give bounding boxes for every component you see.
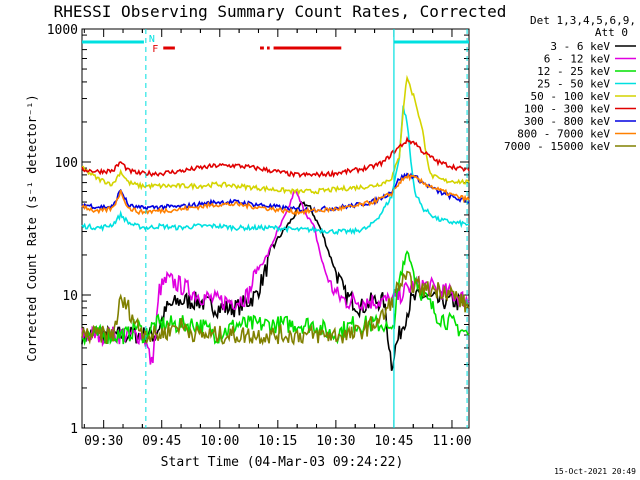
annotation-layer: FN: [82, 29, 469, 428]
chart-title: RHESSI Observing Summary Count Rates, Co…: [54, 2, 507, 21]
series-line-50-100-kev: [82, 74, 470, 196]
x-tick-label: 10:00: [200, 434, 239, 449]
x-axis-label: Start Time (04-Mar-03 09:24:22): [161, 455, 404, 470]
plot-area: [81, 28, 470, 429]
series-line-800-7000-kev: [81, 172, 470, 217]
legend-label: 7000 - 15000 keV: [504, 140, 610, 153]
series-line-25-50-kev: [81, 105, 470, 236]
x-tick-label: 09:45: [142, 434, 181, 449]
legend-label: 3 - 6 keV: [550, 40, 610, 53]
legend-title-line-2: Att 0: [595, 26, 628, 39]
legend-label: 100 - 300 keV: [524, 103, 610, 116]
y-tick-label: 100: [55, 156, 78, 171]
footer-timestamp: 15-Oct-2021 20:49: [554, 467, 636, 476]
x-tick-label: 11:00: [432, 434, 471, 449]
flag-label-f: F: [152, 44, 158, 55]
x-tick-label: 10:15: [258, 434, 297, 449]
series-line-12-25-kev: [81, 250, 470, 347]
y-tick-label: 1000: [47, 23, 78, 38]
legend-label: 800 - 7000 keV: [517, 128, 610, 141]
legend-label: 12 - 25 keV: [537, 65, 610, 78]
legend-title-line-1: Det 1,3,4,5,6,9,: [530, 14, 636, 27]
series-line-7000-15000-kev: [81, 270, 470, 346]
series-line-300-800-kev: [81, 172, 470, 213]
y-tick-label: 1: [70, 422, 78, 437]
y-axis-label: Corrected Count Rate (s⁻¹ detector⁻¹): [25, 94, 39, 361]
x-axis: 09:30 09:45 10:00 10:15 10:30 10:45 11:00: [83, 29, 472, 449]
y-tick-label: 10: [62, 289, 78, 304]
x-tick-label: 10:45: [374, 434, 413, 449]
x-tick-label: 10:30: [316, 434, 355, 449]
legend-label: 25 - 50 keV: [537, 78, 610, 91]
series-layer: [81, 74, 470, 371]
legend-label: 300 - 800 keV: [524, 115, 610, 128]
series-line-100-300-kev: [81, 135, 470, 179]
legend-label: 50 - 100 keV: [531, 90, 611, 103]
x-tick-label: 09:30: [84, 434, 123, 449]
plot-frame: [81, 28, 470, 429]
legend-label: 6 - 12 keV: [544, 53, 611, 66]
flag-label-n: N: [149, 34, 155, 45]
